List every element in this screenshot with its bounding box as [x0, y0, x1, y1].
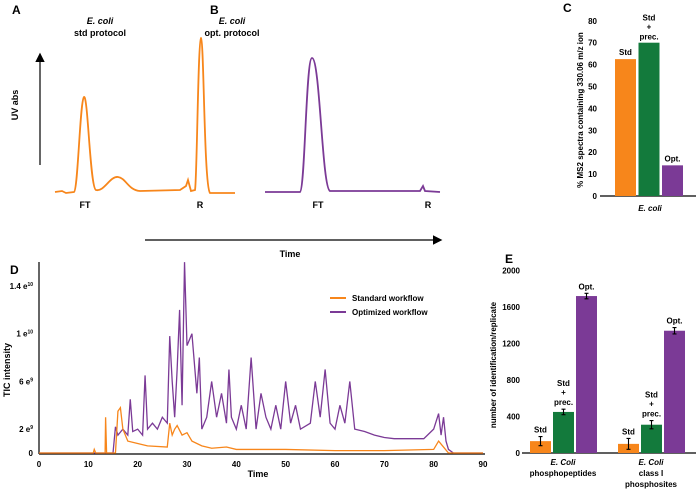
peak-r-b: R: [425, 200, 432, 210]
d-xtick: 80: [429, 460, 438, 469]
e-ylabel: number of identification/replicate: [489, 301, 498, 428]
c-ytick: 80: [588, 17, 597, 26]
c-bar: [662, 165, 683, 196]
e-error-bar: [649, 420, 654, 430]
e-group-label: phosphopeptides: [530, 469, 597, 478]
c-ytick: 60: [588, 61, 597, 70]
e-error-bar: [584, 292, 589, 300]
panel-d-label: D: [10, 263, 19, 277]
d-xtick: 10: [84, 460, 93, 469]
c-ytick: 50: [588, 83, 597, 92]
panel-b-label: B: [210, 3, 219, 17]
chart-d: 0 10 20 30 40 50 60 70 80 90 0 2 e9 6 e9 1 e10 1.4 e10…: [2, 262, 488, 479]
c-bar-plus: +: [647, 23, 652, 32]
c-bar-label: Std: [619, 48, 632, 57]
c-ytick: 30: [588, 126, 597, 135]
d-ytick: 2 e9: [19, 425, 33, 434]
e-bar-label: Std: [557, 379, 570, 388]
panel-a-title-italic: E. coli: [87, 16, 114, 26]
d-ytick: 1.4 e10: [10, 282, 34, 291]
d-xtick: 30: [183, 460, 192, 469]
c-ytick: 70: [588, 39, 597, 48]
d-xtick: 40: [232, 460, 241, 469]
d-xtick: 90: [479, 460, 488, 469]
d-series-std: [39, 405, 483, 454]
c-category: E. coli: [638, 204, 662, 213]
e-error-bar: [561, 408, 566, 416]
d-xtick: 60: [331, 460, 340, 469]
panel-c-label: C: [563, 1, 572, 15]
d-ylabel: TIC intensity: [2, 343, 12, 397]
chart-e: 0 400 800 1200 1600 2000 number of identificat…: [489, 267, 696, 489]
e-bar-label: Opt.: [579, 282, 595, 291]
e-bar-label: Opt.: [667, 317, 683, 326]
d-ytick: 1 e10: [16, 330, 33, 339]
panel-b-title-italic: E. coli: [219, 16, 246, 26]
c-ytick: 20: [588, 148, 597, 157]
c-bar: [615, 59, 636, 196]
e-bar-label: Std: [645, 391, 658, 400]
e-error-bar: [672, 326, 677, 335]
panel-e-label: E: [505, 252, 513, 266]
e-error-bar: [626, 437, 631, 450]
e-bar-plus: +: [561, 388, 566, 397]
e-error-bar: [538, 436, 543, 447]
e-ytick: 2000: [502, 267, 520, 276]
e-group-label3: phosphosites: [625, 480, 678, 489]
c-ytick: 40: [588, 104, 597, 113]
e-ytick: 1200: [502, 340, 520, 349]
d-xtick: 20: [133, 460, 142, 469]
d-xtick: 50: [281, 460, 290, 469]
chart-c: 0 10 20 30 40 50 60 70 80% MS2 spectra containin…: [576, 14, 696, 213]
d-xlabel: Time: [248, 469, 269, 479]
e-bar-label: Std: [534, 426, 547, 435]
trace-std-uv: [54, 36, 235, 194]
panel-a-title: std protocol: [74, 28, 126, 38]
peak-ft-a: FT: [80, 200, 91, 210]
e-group-label-italic: E. Coli: [639, 458, 665, 467]
uv-abs-label: UV abs: [10, 90, 20, 121]
panel-a-label: A: [12, 3, 21, 17]
d-legend-label: Standard workflow: [352, 294, 424, 303]
d-ytick: 0: [29, 449, 34, 458]
e-bar: [664, 330, 685, 453]
e-group-label-italic: E. Coli: [551, 458, 577, 467]
e-ytick: 0: [516, 449, 521, 458]
e-group-label: class I: [639, 469, 663, 478]
e-bar-label2: prec.: [642, 410, 661, 419]
panel-b-title: opt. protocol: [205, 28, 260, 38]
c-ytick: 10: [588, 170, 597, 179]
peak-r-a: R: [197, 200, 204, 210]
e-bar: [641, 424, 662, 453]
e-ytick: 400: [507, 413, 521, 422]
c-bar-label2: prec.: [639, 33, 658, 42]
trace-opt-uv: [265, 57, 441, 193]
e-ytick: 1600: [502, 303, 520, 312]
d-legend-label: Optimized workflow: [352, 308, 428, 317]
e-bar: [576, 296, 597, 453]
c-ylabel: % MS2 spectra containing 330.06 m/z ion: [576, 32, 585, 188]
e-bar-label2: prec.: [554, 398, 573, 407]
d-xtick: 70: [380, 460, 389, 469]
e-bar: [553, 411, 574, 453]
c-bar: [638, 42, 660, 197]
d-xtick: 0: [37, 460, 42, 469]
e-bar-plus: +: [649, 400, 654, 409]
e-ytick: 800: [507, 376, 521, 385]
c-bar-label: Std: [643, 14, 656, 23]
time-label-ab: Time: [280, 249, 301, 259]
peak-ft-b: FT: [313, 200, 324, 210]
d-ytick: 6 e9: [19, 377, 33, 386]
c-ytick: 0: [593, 192, 598, 201]
c-bar-label: Opt.: [665, 154, 681, 163]
d-series-opt: [39, 262, 483, 454]
e-bar-label: Std: [622, 427, 635, 436]
e-bar: [530, 441, 551, 453]
